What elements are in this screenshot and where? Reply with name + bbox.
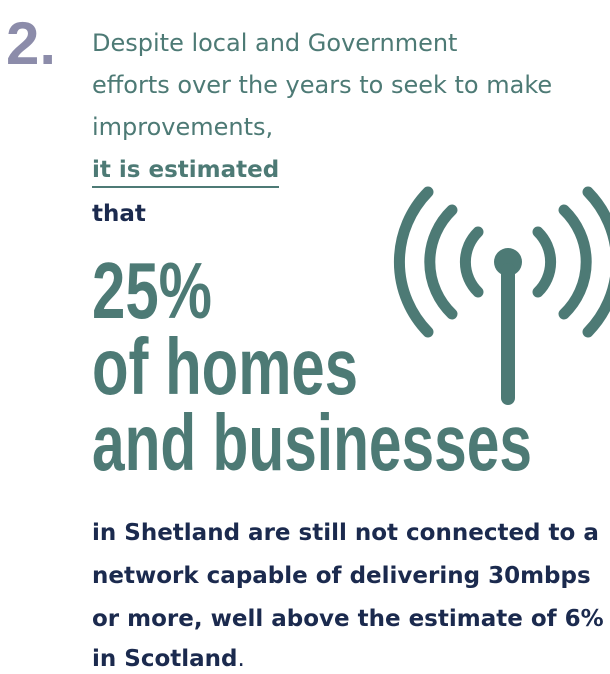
body-line: in Scotland.: [92, 644, 245, 674]
icon-arc: [393, 186, 434, 338]
body-end: .: [237, 646, 245, 672]
body-line: network capable of delivering 30mbps: [92, 563, 591, 589]
icon-dot: [494, 248, 522, 276]
icon-arc: [582, 186, 610, 338]
intro-line: improvements,: [92, 113, 274, 141]
icon-arc: [459, 226, 484, 298]
icon-arc: [558, 204, 592, 320]
headline-line: and businesses: [92, 398, 532, 487]
intro-line: Despite local and Government: [92, 29, 458, 57]
connector: that: [92, 201, 146, 227]
intro-line: efforts over the years to seek to make: [92, 71, 553, 99]
icon-arc: [532, 226, 557, 298]
body-line-text: in Scotland: [92, 646, 238, 672]
link[interactable]: it is estimated: [92, 156, 280, 188]
wifi-icon: [393, 186, 610, 405]
body-line: in Shetland are still not connected to a: [92, 520, 599, 546]
headline-line: 25%: [92, 246, 212, 335]
headline-line: of homes: [92, 322, 358, 411]
body-line: or more, well above the estimate of 6%: [92, 606, 604, 632]
icon-arc: [424, 204, 458, 320]
step-number: 2.: [6, 10, 57, 77]
